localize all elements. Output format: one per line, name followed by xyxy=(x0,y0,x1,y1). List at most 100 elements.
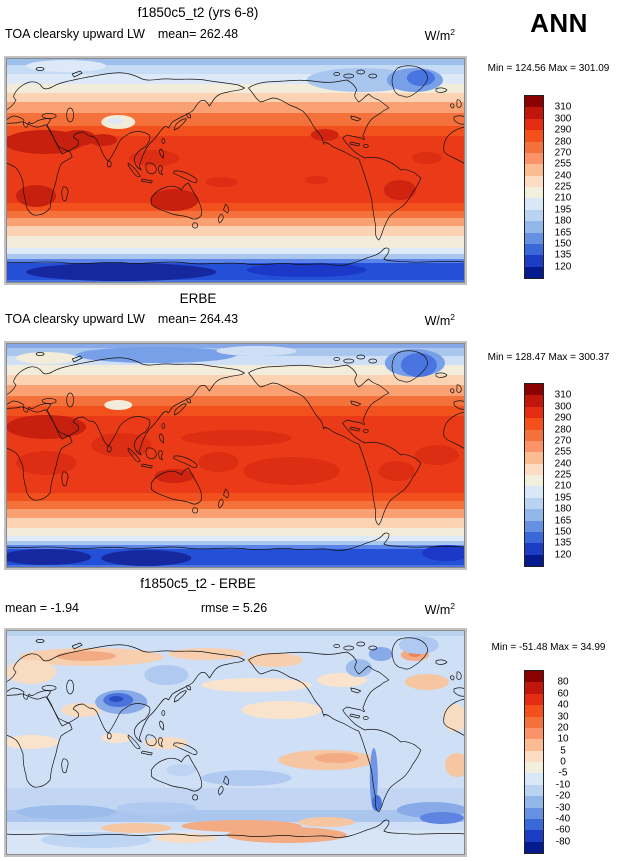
colorbar-tick-label: 280 xyxy=(554,424,572,435)
colorbar-cell xyxy=(525,266,543,278)
colorbar-tick-label: 30 xyxy=(557,711,569,722)
map-model xyxy=(4,56,467,285)
colorbar-tick-label: 150 xyxy=(554,526,572,538)
colorbar-cell xyxy=(525,406,543,419)
colorbar-cell xyxy=(525,671,543,683)
panel1-units: W/m2 xyxy=(424,27,455,44)
panel2-title: ERBE xyxy=(179,291,217,306)
colorbar-cell xyxy=(525,807,543,819)
colorbar-tick-label: 5 xyxy=(560,745,566,757)
colorbar-tick-label: -60 xyxy=(555,824,571,836)
colorbar-cell xyxy=(525,716,543,728)
map-erbe-contours xyxy=(6,343,465,568)
panel3-rmse: rmse = 5.26 xyxy=(200,601,268,615)
colorbar-tick-label: 240 xyxy=(554,170,572,182)
colorbar-tick-label: 225 xyxy=(554,181,572,193)
map-diff xyxy=(4,628,467,857)
colorbar-cell xyxy=(525,682,543,694)
colorbar-cell xyxy=(525,187,543,199)
colorbar-cell xyxy=(525,209,543,222)
colorbar-cell xyxy=(525,841,543,853)
colorbar-tick-label: 300 xyxy=(554,401,572,413)
colorbar-cell xyxy=(525,486,543,498)
panel3-units: W/m2 xyxy=(424,601,455,618)
colorbar-tick-label: -30 xyxy=(555,802,571,813)
colorbar-tick-label: 195 xyxy=(554,492,572,504)
colorbar-cell xyxy=(525,693,543,706)
map-model-contours xyxy=(6,58,465,283)
colorbar-erbe: 310 300 290 280 270 255 240 225 210 195 180 165 150 1… xyxy=(524,383,571,567)
colorbar-cell xyxy=(525,818,543,831)
colorbar-tick-label: 0 xyxy=(560,756,566,768)
colorbar-cell xyxy=(525,107,543,119)
colorbar-tick-label: 40 xyxy=(557,699,569,711)
colorbar-tick-label: 135 xyxy=(554,537,572,549)
colorbar-cell xyxy=(525,520,543,532)
colorbar-tick-label: 210 xyxy=(554,192,572,204)
colorbar-tick-label: 195 xyxy=(554,204,572,216)
colorbar-cell xyxy=(525,164,543,176)
colorbar-cell xyxy=(525,475,543,487)
colorbar-tick-label: 135 xyxy=(554,249,572,261)
colorbar-cell xyxy=(525,531,543,544)
colorbar-cell xyxy=(525,141,543,153)
colorbar-model: 310 300 290 280 270 255 240 225 210 195 180 165 150 1… xyxy=(524,95,571,279)
colorbar-tick-label: -20 xyxy=(555,790,571,802)
colorbar-cell xyxy=(525,118,543,131)
colorbar-cell xyxy=(525,509,543,521)
colorbar-cell xyxy=(525,830,543,842)
panel2-variable: TOA clearsky upward LW xyxy=(5,312,145,326)
colorbar-tick-label: 310 xyxy=(554,101,572,113)
colorbar-tick-label: 150 xyxy=(554,238,572,250)
panel2-units: W/m2 xyxy=(424,312,455,329)
colorbar-cell xyxy=(525,739,543,751)
panel1-mean: mean= 262.48 xyxy=(157,27,239,41)
colorbar-tick-label: 225 xyxy=(554,469,572,481)
colorbar-tick-label: -5 xyxy=(558,767,568,779)
colorbar-tick-label: 180 xyxy=(554,215,572,227)
colorbar-cell xyxy=(525,429,543,441)
panel3-minmax: Min = -51.48 Max = 34.99 xyxy=(491,642,606,653)
colorbar-cell xyxy=(525,175,543,187)
colorbar-cell xyxy=(525,395,543,407)
colorbar-cell xyxy=(525,543,543,555)
colorbar-cell xyxy=(525,554,543,566)
colorbar-cell xyxy=(525,796,543,808)
colorbar-tick-label: 290 xyxy=(554,124,572,136)
season-label: ANN xyxy=(530,8,588,38)
colorbar-tick-label: 165 xyxy=(554,227,572,238)
colorbar-tick-label: 280 xyxy=(554,136,572,147)
colorbar-cell xyxy=(525,152,543,165)
panel1-variable: TOA clearsky upward LW xyxy=(5,27,145,41)
panel1-title: f1850c5_t2 (yrs 6-8) xyxy=(137,5,259,20)
colorbar-cell xyxy=(525,705,543,717)
colorbar-tick-label: 310 xyxy=(554,389,572,401)
colorbar-tick-label: -40 xyxy=(555,813,571,825)
colorbar-cell xyxy=(525,762,543,774)
colorbar-cell xyxy=(525,255,543,267)
colorbar-tick-label: 290 xyxy=(554,412,572,424)
colorbar-cell xyxy=(525,418,543,430)
colorbar-cell xyxy=(525,773,543,785)
colorbar-cell xyxy=(525,221,543,233)
colorbar-tick-label: -80 xyxy=(555,836,571,848)
colorbar-cell xyxy=(525,243,543,256)
colorbar-cell xyxy=(525,198,543,210)
panel3-mean: mean = -1.94 xyxy=(5,601,80,615)
colorbar-cell xyxy=(525,452,543,464)
panel1-minmax: Min = 124.56 Max = 301.09 xyxy=(487,63,610,74)
colorbar-cell xyxy=(525,232,543,244)
colorbar-tick-label: 270 xyxy=(554,435,572,447)
colorbar-cell xyxy=(525,497,543,510)
colorbar-tick-label: 255 xyxy=(554,158,572,170)
colorbar-tick-label: 80 xyxy=(557,676,569,688)
panel3-title: f1850c5_t2 - ERBE xyxy=(140,576,256,591)
colorbar-cell xyxy=(525,750,543,762)
colorbar-tick-label: 10 xyxy=(557,733,569,745)
colorbar-cell xyxy=(525,727,543,740)
colorbar-tick-label: 120 xyxy=(554,549,572,561)
panel2-mean: mean= 264.43 xyxy=(157,312,239,326)
colorbar-tick-label: -10 xyxy=(555,779,571,791)
colorbar-cell xyxy=(525,130,543,142)
